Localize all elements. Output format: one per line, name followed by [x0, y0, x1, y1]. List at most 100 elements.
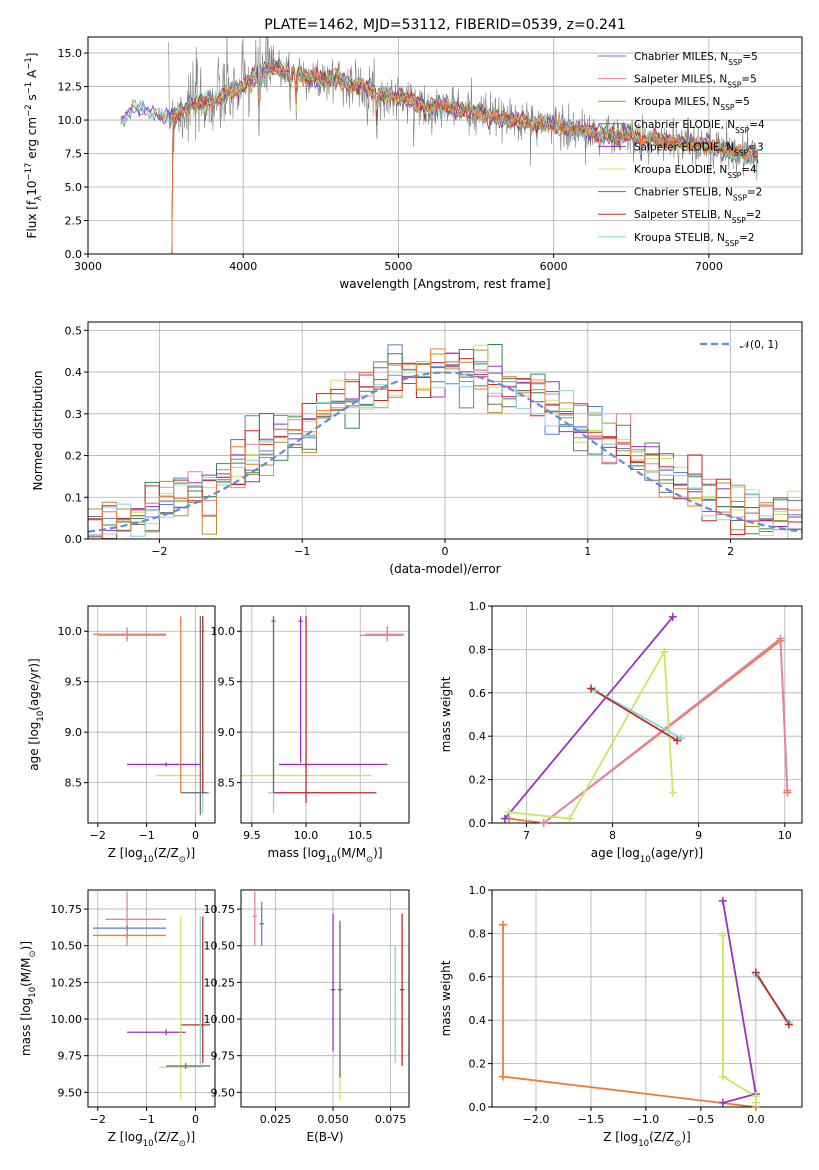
y-tick-label: 9.5 [218, 676, 236, 689]
y-tick-label: 0.1 [65, 491, 83, 504]
x-axis-label: age [log10(age/yr)] [591, 846, 703, 865]
y-tick-label: 0.2 [65, 450, 83, 463]
legend-text: Salpeter STELIB, N [634, 209, 732, 221]
x-tick-label: 0.0 [747, 1113, 765, 1126]
label-part: ⊙ [674, 1139, 681, 1149]
y-tick-label: 9.0 [218, 726, 236, 739]
legend-text: Kroupa ELODIE, N [634, 164, 727, 176]
y-tick-label: 10.00 [51, 1013, 83, 1026]
legend-entry: Kroupa STELIB, NSSP=2 [634, 232, 754, 248]
x-tick-label: −2.0 [523, 1113, 550, 1126]
legend-entry: Salpeter MILES, NSSP=5 [634, 74, 757, 90]
y-tick-label: 0.0 [469, 817, 487, 830]
label-part: s [25, 94, 39, 104]
legend-sub: SSP [733, 193, 748, 202]
y-tick-label: 10.0 [58, 625, 83, 638]
x-tick-label: 0.075 [375, 1113, 407, 1126]
y-tick-label: 8.5 [65, 777, 83, 790]
y-tick-label: 10.50 [204, 940, 236, 953]
legend-text: Chabrier STELIB, N [634, 187, 733, 199]
label-part: (age/yr)] [27, 658, 41, 710]
y-tick-label: 10.0 [211, 625, 236, 638]
marker-plus [718, 931, 727, 940]
x-axis-label: Z [log10(Z/Z⊙)] [108, 846, 196, 865]
legend-tail: =4 [741, 164, 757, 176]
marker-plus [587, 684, 596, 693]
y-axis-label: Flux [fλ10−17 erg cm−2 s−1 A−1] [24, 53, 44, 239]
x-tick-label: 5000 [384, 260, 412, 273]
axes-frame [87, 36, 803, 255]
x-tick-label: 8 [609, 829, 616, 842]
model-line-orange [171, 61, 759, 254]
label-part: −2 [24, 104, 34, 117]
label-part: ⊙ [179, 1139, 186, 1149]
y-tick-label: 0.5 [65, 324, 83, 337]
y-tick-label: 0.0 [65, 248, 83, 261]
label-part: Z [log [108, 846, 143, 860]
x-tick-label: −1.0 [633, 1113, 660, 1126]
series-line-salpeter_elodie [504, 616, 674, 820]
label-part: 10 [36, 711, 46, 722]
label-part: (Z/Z [649, 1130, 674, 1144]
histogram-kroupa_stelib [88, 360, 802, 539]
y-tick-label: 0.4 [469, 1014, 487, 1027]
x-axis-label: wavelength [Angstrom, rest frame] [339, 277, 550, 291]
axes-frame [240, 889, 410, 1108]
legend-sub: SSP [728, 58, 743, 67]
marker-plus [498, 920, 507, 929]
legend-entry-normal: 𝒩(0, 1) [740, 339, 778, 351]
label-part: mass [log [19, 998, 33, 1056]
panel-spectrum: 3000 4000 5000 6000 7000 0.0 2.5 5.0 7.5 10.0 12.5… [24, 36, 803, 291]
axes-frame [491, 889, 803, 1108]
histogram-orange [88, 348, 802, 538]
legend-sub: SSP [734, 148, 749, 157]
x-tick-label: 0 [192, 829, 199, 842]
x-tick-label: 4000 [229, 260, 257, 273]
label-part: mass [log [267, 846, 325, 860]
axes-frame [87, 605, 216, 824]
marker-plus [718, 896, 727, 905]
plot-area-age_vs_Z [92, 616, 211, 815]
marker-plus [668, 612, 677, 621]
x-tick-label: −2 [90, 1113, 106, 1126]
axes-frame [87, 889, 216, 1108]
x-tick-label: 10.0 [294, 829, 319, 842]
label-part: (M/M [19, 957, 33, 986]
legend-tail: =5 [742, 51, 757, 63]
label-part: (Z/Z [154, 846, 179, 860]
x-tick-label: −1 [139, 829, 155, 842]
y-tick-label: 0.4 [65, 366, 83, 379]
x-tick-label: −2 [151, 545, 167, 558]
label-part: ] [25, 53, 39, 58]
plot-area-residuals [88, 344, 802, 539]
series-line-orange [502, 924, 756, 1107]
label-part: Z [log [108, 1130, 143, 1144]
series-line-kroupa_stelib [594, 689, 682, 740]
y-axis-label: Normed distribution [31, 371, 45, 491]
label-part: 10 [143, 1139, 154, 1149]
legend-sub: SSP [732, 216, 747, 225]
y-tick-label: 0.2 [469, 774, 487, 787]
legend-tail: =5 [734, 96, 749, 108]
axes-frame [491, 605, 803, 824]
y-axis-label: mass weight [439, 960, 453, 1036]
x-tick-label: −1.5 [578, 1113, 605, 1126]
y-tick-label: 9.0 [65, 726, 83, 739]
normal-curve [88, 371, 802, 533]
y-tick-label: 10.00 [204, 1013, 236, 1026]
label-part: ⊙ [179, 855, 186, 865]
legend-entry: Kroupa ELODIE, NSSP=4 [634, 164, 757, 180]
x-tick-label: 0 [192, 1113, 199, 1126]
series-line-kroupa_elodie [509, 648, 674, 820]
legend-entry: Kroupa MILES, NSSP=5 [634, 96, 750, 112]
x-tick-label: 10.5 [348, 829, 373, 842]
y-tick-label: 9.50 [211, 1086, 236, 1099]
x-tick-label: −0.5 [688, 1113, 715, 1126]
y-tick-label: 0.6 [469, 687, 487, 700]
marker-plus [784, 1020, 793, 1029]
panel-residuals: −2 −1 0 1 2 0.0 0.1 0.2 0.3 0.4 0.5 (data-model)/er… [31, 321, 803, 576]
x-tick-label: 3000 [74, 260, 102, 273]
